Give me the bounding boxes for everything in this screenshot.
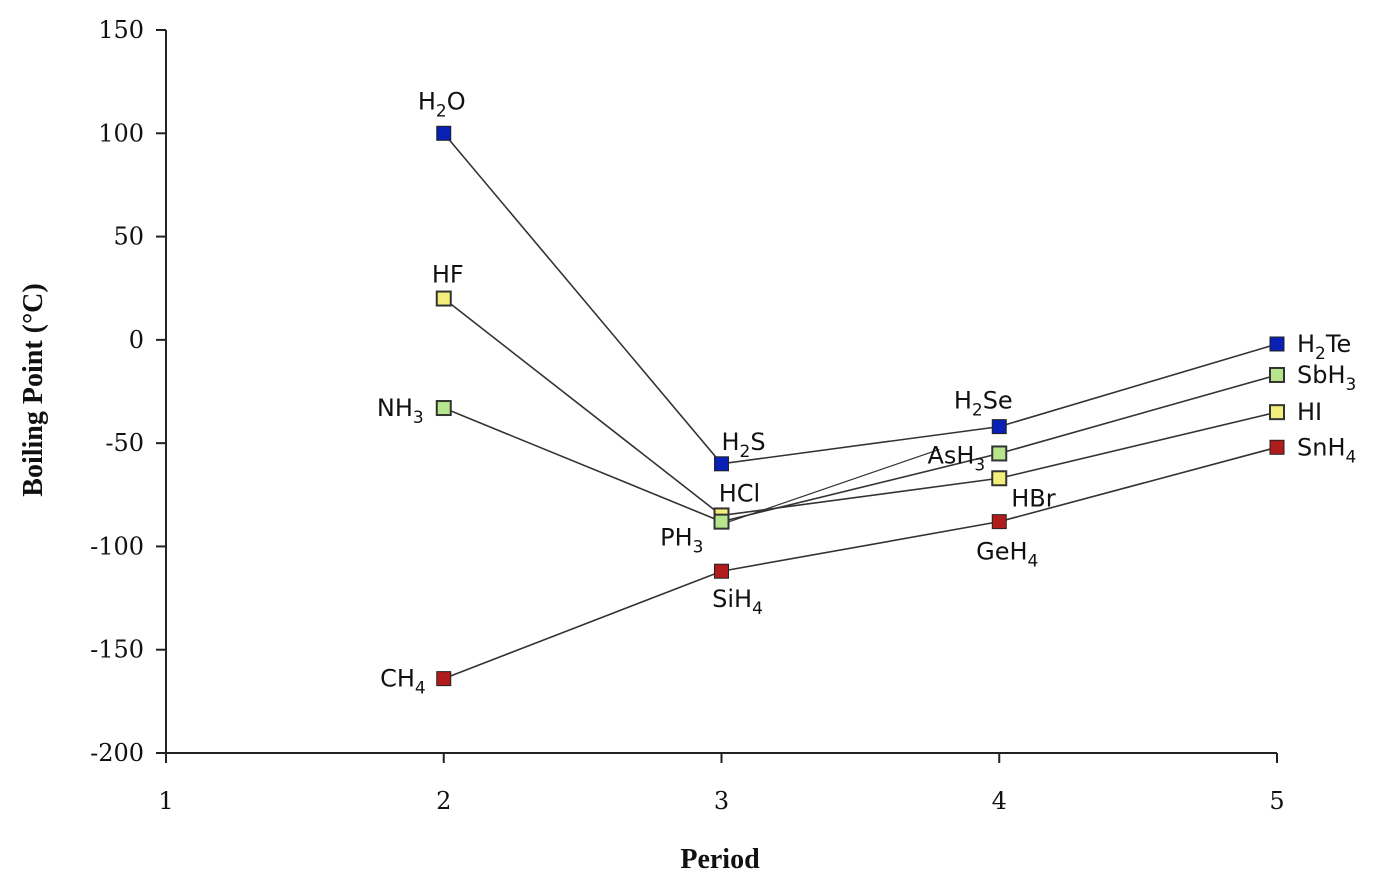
point-label: H2S [721,428,765,462]
x-tick-label: 3 [714,787,729,815]
axes: 150 100 50 0 -50 -100 -150 -200 1 2 3 4 5 [90,16,1285,815]
point-label: SnH4 [1297,433,1356,467]
group-15-line [443,374,1278,523]
point-label: HCl [719,479,760,507]
group-14-marker [991,514,1007,530]
point-label: H2Te [1297,330,1351,364]
group-15-marker [1269,366,1285,383]
y-tick-label: 50 [113,223,144,251]
y-tick-label: -100 [90,532,144,560]
y-axis-title: Boiling Point (°C) [18,283,49,496]
point-label: H2O [418,87,466,121]
point-label: HI [1297,398,1322,426]
y-tick-label: 150 [98,16,144,44]
point-label: GeH4 [976,538,1038,572]
group-14-marker [436,671,452,687]
group-17-marker [435,290,452,307]
group-16-marker [1269,336,1285,352]
x-tick-label: 5 [1269,787,1284,815]
group-15-marker [435,400,452,417]
y-tick-label: -150 [90,636,144,664]
point-label: AsH3 [927,441,985,475]
point-label: HF [432,261,464,289]
point-label: SbH3 [1297,361,1356,395]
group-15-marker [713,513,730,530]
group-14-marker [1269,439,1285,455]
series-lines [443,132,1278,680]
x-tick-label: 2 [436,787,451,815]
group-14-marker [714,563,729,579]
group-17-line [443,297,1278,517]
y-tick-label: 100 [98,119,144,147]
x-axis-title: Period [680,844,760,874]
x-tick-label: 4 [992,787,1007,815]
y-tick-label: 0 [129,326,144,354]
y-tick-label: -200 [90,739,144,767]
group-16-marker [991,419,1007,435]
point-label: SiH4 [712,585,763,619]
group-17-marker [991,470,1008,487]
group-16-marker [436,125,452,141]
point-label: H2Se [954,387,1013,421]
point-label: CH4 [380,665,426,699]
group-14-line [443,446,1278,680]
data-markers [435,125,1285,687]
point-labels: H2O H2S H2Se H2Te HF HCl HBr HI NH3 PH3 AsH3 SbH3 CH… [377,87,1356,698]
x-tick-label: 1 [158,787,173,815]
group-16-line [443,132,1278,465]
point-label: NH3 [377,394,424,428]
group-16-marker [714,456,729,472]
group-15-marker [991,445,1008,462]
point-label: HBr [1011,484,1056,512]
point-label: PH3 [660,524,703,558]
ash3-leader-line [723,448,940,525]
group-17-marker [1269,404,1285,421]
y-tick-label: -50 [105,429,144,457]
